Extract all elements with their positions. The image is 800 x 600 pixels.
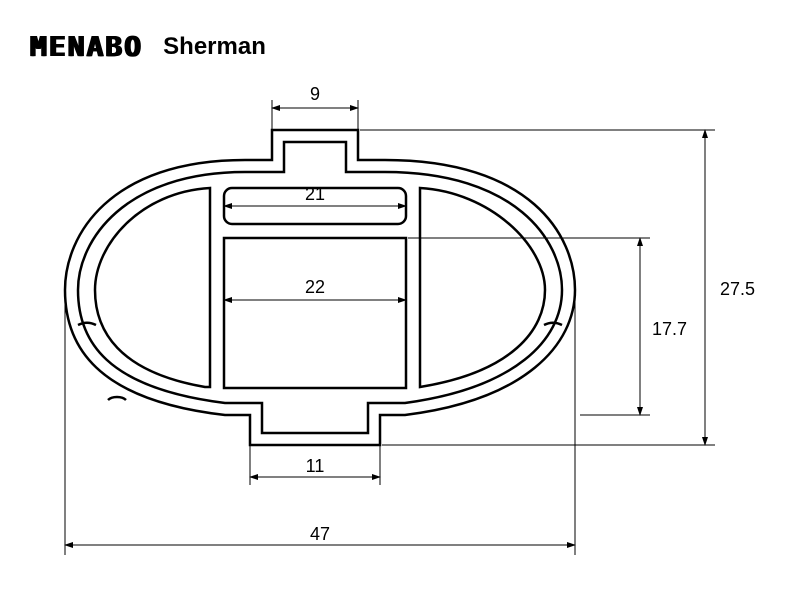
dim-inner-height: 17.7: [408, 238, 687, 415]
svg-text:27.5: 27.5: [720, 279, 755, 299]
dim-top-slot: 9: [272, 84, 358, 130]
svg-text:9: 9: [310, 84, 320, 104]
svg-text:47: 47: [310, 524, 330, 544]
svg-text:21: 21: [305, 184, 325, 204]
dim-overall-width: 47: [65, 300, 575, 555]
dim-bottom-slot: 11: [250, 445, 380, 485]
center-channel: [224, 238, 406, 388]
left-lobe-cutout: [95, 188, 210, 387]
dim-center-channel: 22: [224, 277, 406, 300]
svg-text:11: 11: [306, 456, 325, 476]
technical-drawing: 9 21 22 11 47 27.5 17.7: [0, 0, 800, 600]
svg-text:17.7: 17.7: [652, 319, 687, 339]
left-bottom-notch: [108, 397, 126, 400]
left-notch: [78, 323, 96, 325]
svg-text:22: 22: [305, 277, 325, 297]
